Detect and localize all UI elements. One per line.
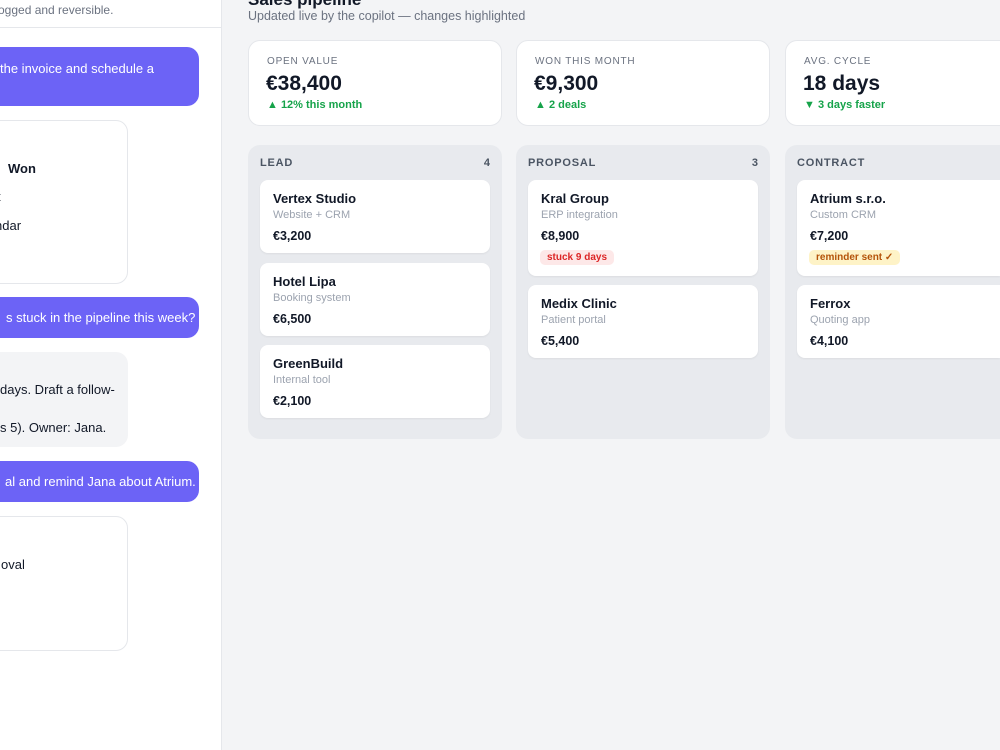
user-message: s stuck in the pipeline this week?: [0, 297, 199, 338]
deal-card-atrium[interactable]: Atrium s.r.o. Custom CRM €7,200 reminder…: [797, 180, 1000, 276]
pipeline-column-lead: LEAD 4 Vertex Studio Website + CRM €3,20…: [248, 145, 502, 439]
deal-name: Atrium s.r.o.: [810, 191, 886, 206]
user-message-text: al and remind Jana about Atrium.: [5, 474, 196, 489]
deal-card-medix-clinic[interactable]: Medix Clinic Patient portal €5,400: [528, 285, 758, 358]
assistant-line: s 5). Owner: Jana.: [0, 420, 107, 435]
column-title: LEAD: [260, 157, 294, 169]
column-title: PROPOSAL: [528, 157, 597, 169]
stat-delta: ▼ 3 days faster: [804, 99, 886, 111]
stat-card-avg-cycle: AVG. CYCLE 18 days ▼ 3 days faster: [785, 40, 1000, 126]
deal-name: Hotel Lipa: [273, 274, 336, 289]
stat-label: OPEN VALUE: [267, 56, 339, 67]
assistant-message: days. Draft a follow- s 5). Owner: Jana.: [0, 352, 128, 447]
deal-description: Patient portal: [541, 314, 606, 326]
stat-value: 18 days: [803, 72, 881, 95]
page-title: Sales pipeline: [248, 0, 361, 10]
pipeline-column-contract: CONTRACT Atrium s.r.o. Custom CRM €7,200…: [785, 145, 1000, 439]
deal-name: Kral Group: [541, 191, 609, 206]
deal-amount: €4,100: [810, 334, 849, 348]
column-title: CONTRACT: [797, 157, 866, 169]
deal-amount: €8,900: [541, 229, 580, 243]
deal-card-hotel-lipa[interactable]: Hotel Lipa Booking system €6,500: [260, 263, 490, 336]
deal-name: Ferrox: [810, 296, 851, 311]
deal-card-kral-group[interactable]: Kral Group ERP integration €8,900 stuck …: [528, 180, 758, 276]
stat-label: AVG. CYCLE: [804, 56, 872, 67]
assistant-line: Won: [8, 161, 36, 176]
deal-description: Quoting app: [810, 314, 870, 326]
user-message: al and remind Jana about Atrium.: [0, 461, 199, 502]
deal-amount: €6,500: [273, 312, 312, 326]
chat-subtitle: ogged and reversible.: [0, 3, 114, 17]
pipeline-column-proposal: PROPOSAL 3 Kral Group ERP integration €8…: [516, 145, 770, 439]
copilot-chat-panel: ogged and reversible. the invoice and sc…: [0, 0, 222, 750]
deal-card-vertex-studio[interactable]: Vertex Studio Website + CRM €3,200: [260, 180, 490, 253]
assistant-line: days. Draft a follow-: [0, 382, 115, 397]
column-count: 4: [483, 157, 490, 169]
deal-description: Website + CRM: [273, 209, 351, 221]
pipeline-main: Sales pipeline Updated live by the copil…: [222, 0, 1000, 750]
deal-card-ferrox[interactable]: Ferrox Quoting app €4,100: [797, 285, 1000, 358]
stat-value: €9,300: [534, 72, 599, 95]
deal-amount: €7,200: [810, 229, 849, 243]
stat-card-won-this-month: WON THIS MONTH €9,300 ▲ 2 deals: [516, 40, 770, 126]
chat-divider: [0, 27, 221, 28]
stuck-badge: stuck 9 days: [540, 250, 615, 265]
deal-amount: €3,200: [273, 229, 312, 243]
stat-delta: ▲ 12% this month: [267, 99, 363, 111]
page-subtitle: Updated live by the copilot — changes hi…: [248, 9, 526, 23]
user-message: the invoice and schedule a: [0, 47, 199, 106]
stat-card-open-value: OPEN VALUE €38,400 ▲ 12% this month: [248, 40, 502, 126]
deal-card-greenbuild[interactable]: GreenBuild Internal tool €2,100: [260, 345, 490, 418]
deal-name: Vertex Studio: [273, 191, 357, 206]
stat-value: €38,400: [266, 72, 342, 95]
deal-name: Medix Clinic: [541, 296, 617, 311]
deal-description: Internal tool: [273, 374, 331, 386]
deal-amount: €2,100: [273, 394, 312, 408]
assistant-line: oval: [1, 557, 25, 572]
deal-description: ERP integration: [541, 209, 618, 221]
deal-name: GreenBuild: [273, 356, 344, 371]
assistant-line: t: [0, 189, 1, 204]
user-message-text: s stuck in the pipeline this week?: [6, 310, 196, 325]
deal-description: Booking system: [273, 292, 351, 304]
assistant-action-card: oval: [0, 516, 128, 651]
deal-amount: €5,400: [541, 334, 580, 348]
reminder-sent-badge: reminder sent ✓: [809, 250, 901, 265]
user-message-text: the invoice and schedule a: [0, 61, 154, 76]
column-count: 3: [751, 157, 758, 169]
stat-label: WON THIS MONTH: [535, 56, 636, 67]
stat-delta: ▲ 2 deals: [535, 99, 587, 111]
deal-description: Custom CRM: [810, 209, 877, 221]
